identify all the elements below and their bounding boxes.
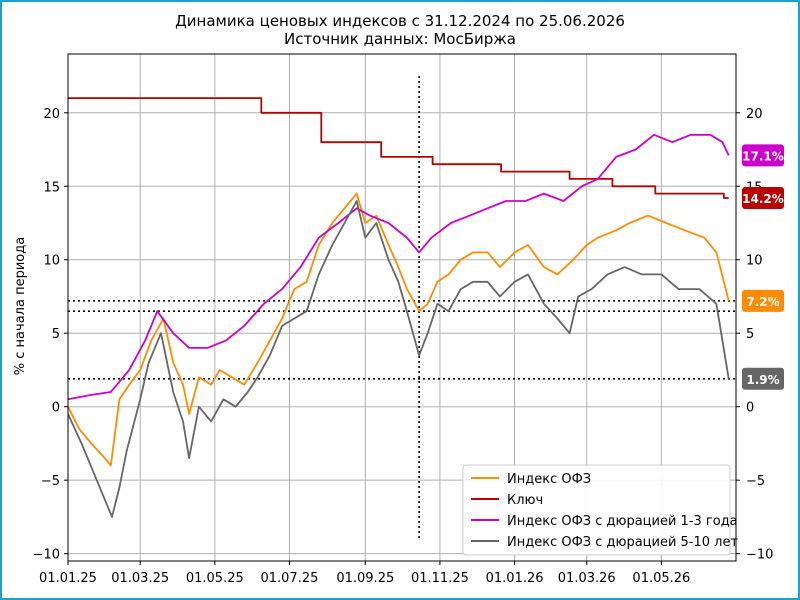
- x-tick-label: 01.11.25: [411, 571, 469, 586]
- series-line-1: [67, 192, 730, 467]
- legend-entry: Индекс ОФЗ с дюрацией 1-3 года: [507, 514, 738, 529]
- legend-box: [462, 464, 731, 556]
- end-labels: 7.2% 14.2% 17.1% 1.9%: [742, 144, 784, 390]
- x-tick-label: 01.09.25: [336, 571, 394, 586]
- y-tick-label-right: 0: [746, 401, 754, 416]
- end-label-box: [742, 144, 784, 167]
- end-label-text: 17.1%: [742, 149, 784, 163]
- series-line-3: [67, 133, 730, 401]
- end-label-box: [742, 367, 784, 390]
- y-tick-label-left: 0: [52, 401, 60, 416]
- y-tick-label-right: −5: [746, 474, 765, 489]
- legend-entry: Ключ: [507, 493, 543, 508]
- legend-entry: Индекс ОФЗ: [507, 472, 591, 487]
- y-tick-label-right: 20: [746, 107, 763, 122]
- x-tick-label: 01.01.25: [39, 571, 97, 586]
- y-axis-label: % с начала периода: [13, 237, 28, 375]
- series-line-4: [67, 200, 730, 518]
- end-label-4: 1.9%: [742, 367, 784, 390]
- end-label-text: 1.9%: [746, 373, 779, 387]
- end-label-1: 7.2%: [742, 289, 784, 312]
- y-tick-label-left: 10: [43, 254, 60, 269]
- end-label-box: [742, 289, 784, 312]
- x-tick-label: 01.03.26: [558, 571, 616, 586]
- end-label-2: 14.2%: [742, 187, 784, 210]
- reference-lines: [68, 76, 736, 539]
- plot-border: [67, 53, 737, 562]
- y-tick-label-right: −10: [746, 548, 773, 563]
- chart-title: Динамика ценовых индексов с 31.12.2024 п…: [175, 12, 625, 30]
- legend-entry: Индекс ОФЗ с дюрацией 5-10 лет: [507, 535, 738, 550]
- legend: Индекс ОФЗ Ключ Индекс ОФЗ с дюрацией 1-3 …: [462, 464, 738, 556]
- chart-subtitle: Источник данных: МосБиржа: [284, 30, 516, 48]
- x-tick-label: 01.03.25: [111, 571, 169, 586]
- y-tick-label-left: −10: [33, 548, 60, 563]
- y-tick-label-left: −5: [41, 474, 60, 489]
- y-tick-label-right: 5: [746, 327, 754, 342]
- y-tick-label-left: 15: [43, 180, 60, 195]
- x-tick-label: 01.05.26: [632, 571, 690, 586]
- y-tick-label-right: 10: [746, 254, 763, 269]
- end-label-text: 14.2%: [742, 192, 784, 206]
- x-tick-label: 01.01.26: [486, 571, 544, 586]
- end-label-box: [742, 187, 784, 210]
- series-line-2: [68, 97, 729, 199]
- y-tick-label-left: 5: [52, 327, 60, 342]
- end-label-text: 7.2%: [746, 295, 779, 309]
- y-tick-label-left: 20: [43, 107, 60, 122]
- x-tick-label: 01.05.25: [186, 571, 244, 586]
- end-label-3: 17.1%: [742, 144, 784, 167]
- x-tick-label: 01.07.25: [260, 571, 318, 586]
- series-lines: [67, 97, 730, 518]
- tick-labels: 01.01.25 01.03.25 01.05.25 01.07.25 01.09.25…: [33, 107, 774, 586]
- plot-area-border: [67, 53, 737, 562]
